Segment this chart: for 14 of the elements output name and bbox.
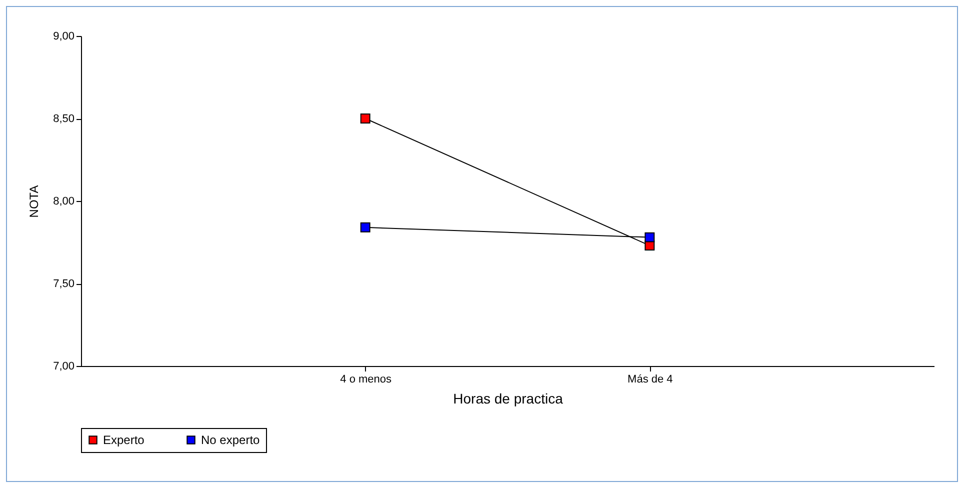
y-tick-label: 8,50 — [53, 113, 74, 125]
legend-label: No experto — [201, 433, 260, 447]
point — [360, 222, 370, 232]
point — [360, 114, 370, 124]
x-tick-label: 4 o menos — [340, 374, 392, 386]
x-axis-title: Horas de practica — [453, 390, 564, 406]
point — [644, 232, 655, 242]
y-tick-label: 7,00 — [53, 360, 74, 372]
x-tick-label: Más de 4 — [628, 374, 673, 386]
y-tick-label: 7,50 — [53, 278, 74, 290]
y-tick-label: 8,00 — [53, 196, 74, 208]
legend-label: Experto — [103, 433, 145, 447]
y-axis-title: NOTA — [27, 185, 42, 218]
y-tick-label: 9,00 — [53, 30, 74, 42]
